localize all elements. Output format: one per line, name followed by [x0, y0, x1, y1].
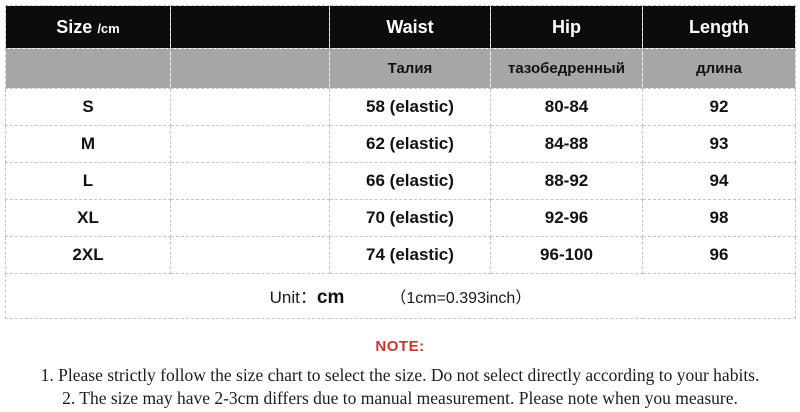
- translation-cell-length: длина: [642, 48, 796, 89]
- table-header-row: Size/cm Waist Hip Length: [5, 5, 796, 49]
- empty-cell: [170, 162, 330, 200]
- unit-cell: Unit：cm （1cm=0.393inch）: [5, 273, 796, 319]
- note-line-1: 1. Please strictly follow the size chart…: [40, 365, 760, 385]
- table-row: XL 70 (elastic) 92-96 98: [5, 199, 796, 237]
- hip-cell: 80-84: [490, 88, 643, 126]
- header-cell-empty: [170, 5, 330, 49]
- empty-cell: [170, 199, 330, 237]
- header-size-unit-label: /cm: [97, 20, 120, 36]
- translation-cell-size: [5, 48, 171, 89]
- length-cell: 92: [642, 88, 796, 126]
- note-block: NOTE: 1. Please strictly follow the size…: [0, 338, 800, 410]
- empty-cell: [170, 88, 330, 126]
- translation-row: Талия тазобедренный длина: [5, 48, 796, 89]
- size-cell: L: [5, 162, 171, 200]
- hip-cell: 96-100: [490, 236, 643, 274]
- size-cell: S: [5, 88, 171, 126]
- empty-cell: [170, 125, 330, 163]
- unit-row: Unit：cm （1cm=0.393inch）: [5, 273, 796, 319]
- header-size-label: Size: [56, 16, 93, 37]
- waist-cell: 62 (elastic): [329, 125, 491, 163]
- table-row: M 62 (elastic) 84-88 93: [5, 125, 796, 163]
- table-row: 2XL 74 (elastic) 96-100 96: [5, 236, 796, 274]
- translation-cell-waist: Талия: [329, 48, 491, 89]
- header-cell-length: Length: [642, 5, 796, 49]
- waist-cell: 70 (elastic): [329, 199, 491, 237]
- table-row: S 58 (elastic) 80-84 92: [5, 88, 796, 126]
- header-cell-size: Size/cm: [5, 5, 171, 49]
- unit-label: Unit：: [269, 288, 317, 307]
- size-cell: XL: [5, 199, 171, 237]
- waist-cell: 66 (elastic): [329, 162, 491, 200]
- length-cell: 93: [642, 125, 796, 163]
- table-row: L 66 (elastic) 88-92 94: [5, 162, 796, 200]
- hip-cell: 84-88: [490, 125, 643, 163]
- unit-value: cm: [316, 287, 345, 308]
- hip-cell: 88-92: [490, 162, 643, 200]
- size-chart-table: Size/cm Waist Hip Length Талия тазобедре…: [5, 5, 796, 319]
- unit-conversion: （1cm=0.393inch）: [390, 290, 532, 307]
- size-cell: 2XL: [5, 236, 171, 274]
- header-cell-waist: Waist: [329, 5, 491, 49]
- empty-cell: [170, 236, 330, 274]
- length-cell: 94: [642, 162, 796, 200]
- header-cell-hip: Hip: [490, 5, 643, 49]
- waist-cell: 74 (elastic): [329, 236, 491, 274]
- length-cell: 98: [642, 199, 796, 237]
- waist-cell: 58 (elastic): [329, 88, 491, 126]
- note-line-2: 2. The size may have 2-3cm differs due t…: [62, 388, 738, 408]
- translation-cell-empty: [170, 48, 330, 89]
- note-title: NOTE:: [375, 338, 425, 355]
- size-cell: M: [5, 125, 171, 163]
- hip-cell: 92-96: [490, 199, 643, 237]
- length-cell: 96: [642, 236, 796, 274]
- translation-cell-hip: тазобедренный: [490, 48, 643, 89]
